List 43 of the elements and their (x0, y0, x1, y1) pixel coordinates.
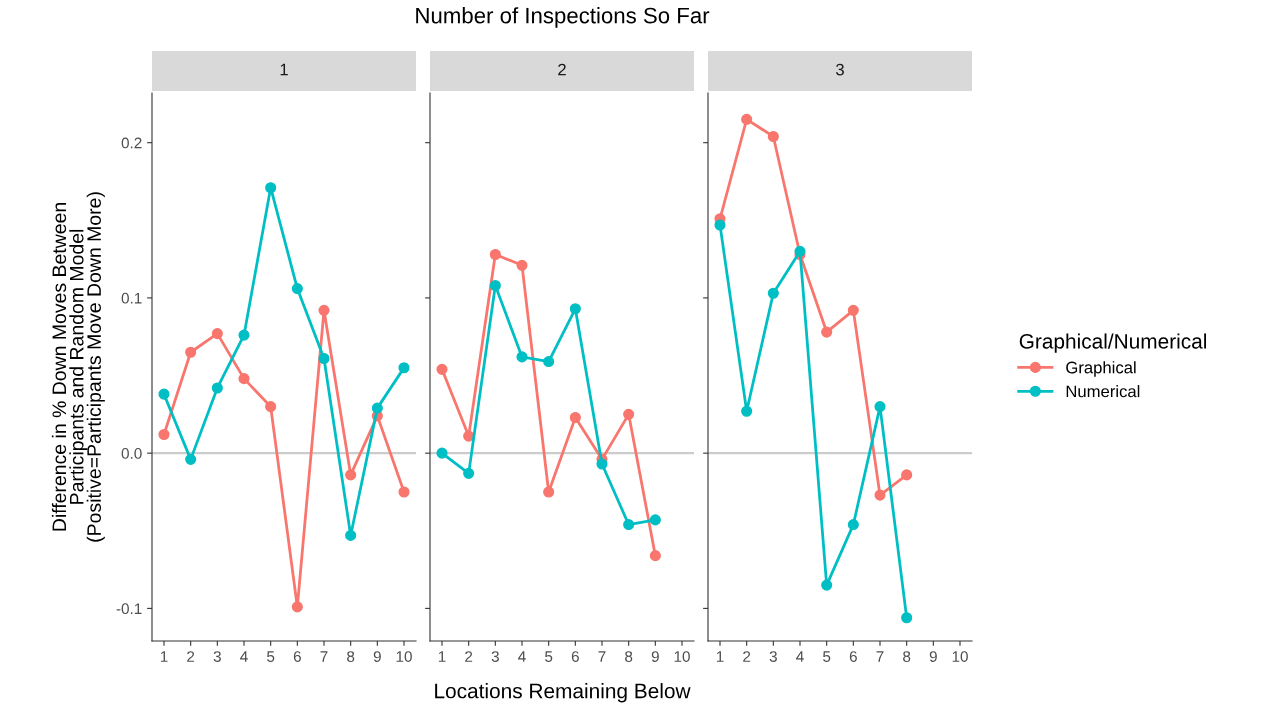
legend-title: Graphical/Numerical (1019, 333, 1207, 353)
x-tick-label: 5 (545, 651, 553, 662)
x-tick-label: 7 (320, 651, 328, 662)
x-tick-label: 10 (396, 651, 412, 662)
x-tick-label: 4 (796, 651, 804, 662)
x-tick-label: 6 (293, 651, 301, 662)
x-tick-label: 10 (952, 651, 968, 662)
legend-label: Numerical (1066, 385, 1140, 398)
chart-title: 1 (280, 63, 288, 76)
x-tick-label: 8 (625, 651, 633, 662)
x-tick-label: 5 (823, 651, 831, 662)
y-tick-label: 0.1 (121, 292, 142, 304)
x-tick-label: 3 (769, 651, 777, 662)
y-axis-title: Difference in % Down Moves Between Participants and Random Model (Positive=Participants Move Down More) (51, 192, 105, 542)
x-tick-label: 3 (491, 651, 499, 662)
x-tick-label: 4 (240, 651, 248, 662)
x-tick-label: 8 (903, 651, 911, 662)
y-tick-label: 0.2 (121, 137, 142, 149)
x-tick-label: 9 (651, 651, 659, 662)
x-tick-label: 2 (465, 651, 473, 662)
x-tick-label: 9 (929, 651, 937, 662)
x-tick-label: 6 (571, 651, 579, 662)
x-tick-label: 4 (518, 651, 526, 662)
x-tick-label: 7 (598, 651, 606, 662)
y-tick-label: 0.0 (121, 448, 142, 459)
text: Number of Inspections So Far (416, 7, 710, 28)
chart-title: 2 (558, 63, 566, 76)
x-tick-label: 8 (347, 651, 355, 662)
x-tick-label: 1 (160, 651, 168, 662)
x-tick-label: 2 (187, 651, 195, 662)
x-tick-label: 9 (373, 651, 381, 662)
x-tick-label: 6 (849, 651, 857, 662)
x-tick-label: 5 (267, 651, 275, 662)
legend-label: Graphical (1066, 361, 1136, 377)
chart-title: 3 (836, 63, 844, 76)
y-tick-label: -0.1 (116, 603, 142, 615)
x-tick-label: 2 (743, 651, 751, 662)
x-tick-label: 1 (438, 651, 446, 662)
x-tick-label: 1 (716, 651, 724, 662)
x-tick-label: 10 (674, 651, 690, 662)
x-tick-label: 3 (213, 651, 221, 662)
x-axis-title: Locations Remaining Below (435, 683, 691, 703)
x-tick-label: 7 (876, 651, 884, 662)
